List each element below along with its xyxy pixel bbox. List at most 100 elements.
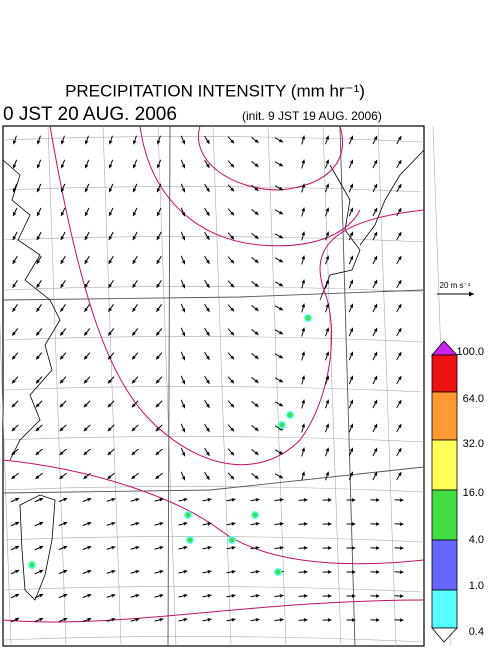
wind-arrow-head <box>230 307 235 312</box>
wind-arrow-head <box>375 546 380 550</box>
wind-arrow-head <box>279 521 284 526</box>
wind-arrow-head <box>230 211 235 216</box>
wind-arrow-head <box>11 427 16 432</box>
wind-arrow-head <box>84 164 89 169</box>
wind-arrow-head <box>132 379 136 384</box>
graticule-major <box>2 289 425 301</box>
graticule <box>2 186 425 193</box>
wind-arrow-head <box>325 135 330 140</box>
wind-arrow-head <box>325 399 330 404</box>
wind-arrow-head <box>278 186 283 191</box>
wind-arrow-head <box>279 545 284 550</box>
wind-arrow-head <box>84 355 88 360</box>
wind-arrow-head <box>207 497 212 502</box>
wind-arrow-head <box>83 403 88 408</box>
wind-arrow-head <box>60 331 64 336</box>
wind-arrow-head <box>325 327 330 332</box>
wind-arrow-head <box>301 327 306 332</box>
graticule <box>2 386 425 393</box>
precip-cell <box>279 422 285 428</box>
wind-arrow-head <box>254 139 259 143</box>
wind-arrow-head <box>135 521 140 526</box>
isobar <box>139 125 361 247</box>
wind-arrow-head <box>207 545 212 550</box>
wind-arrow-head <box>327 570 332 574</box>
wind-arrow-head <box>35 475 40 479</box>
wind-arrow-head <box>230 283 235 288</box>
wind-arrow-head <box>108 212 113 217</box>
wind-arrow-head <box>303 522 308 526</box>
wind-arrow-head <box>325 447 330 452</box>
wind-arrow-head <box>181 140 186 145</box>
wind-arrow-head <box>399 522 404 526</box>
wind-arrow-head <box>351 546 356 550</box>
coastline <box>319 164 361 301</box>
wind-arrow-head <box>108 259 113 264</box>
wind-arrow-head <box>107 427 112 432</box>
wind-arrow-head <box>397 184 402 189</box>
wind-arrow-head <box>254 163 259 167</box>
wind-arrow-head <box>156 140 161 145</box>
wind-arrow-head <box>397 304 402 309</box>
wind-arrow-head <box>60 235 65 240</box>
title: PRECIPITATION INTENSITY (mm hr⁻¹) <box>65 81 365 100</box>
wind-arrow-head <box>349 183 354 188</box>
wind-arrow-head <box>205 475 210 480</box>
wind-arrow-head <box>351 570 356 574</box>
wind-arrow-head <box>84 140 89 145</box>
wind-arrow-head <box>254 211 259 215</box>
wind-arrow-head <box>107 475 112 479</box>
wind-arrow-head <box>131 475 136 479</box>
wind-arrow-head <box>349 159 354 164</box>
wind-arrow-head <box>373 255 378 260</box>
wind-arrow-head <box>254 379 259 383</box>
wind-arrow-head <box>303 570 308 574</box>
wind-arrow-head <box>60 188 65 193</box>
wind-arrow-head <box>36 355 40 360</box>
wind-arrow-head <box>325 279 330 284</box>
wind-arrow-head <box>63 497 68 502</box>
wind-arrow-head <box>279 617 284 622</box>
wind-arrow-head <box>12 283 17 288</box>
wind-arrow-head <box>35 451 40 455</box>
wind-scale-label: 20 m s⁻¹ <box>440 281 471 290</box>
wind-arrow-head <box>230 331 235 336</box>
wind-arrow-head <box>230 139 235 144</box>
wind-arrow-head <box>159 521 164 526</box>
wind-arrow-head <box>397 280 402 285</box>
precip-cell <box>29 562 35 568</box>
wind-arrow-head <box>63 593 68 598</box>
init-time: (init. 9 JST 19 AUG. 2006) <box>242 109 382 123</box>
wind-arrow-head <box>156 212 161 217</box>
wind-arrow-head <box>12 259 17 264</box>
wind-arrow-head <box>205 139 210 144</box>
wind-arrow-head <box>155 475 160 479</box>
wind-arrow-head <box>325 375 330 380</box>
wind-arrow-head <box>278 258 283 263</box>
wind-arrow-head <box>349 423 354 428</box>
wind-arrow-head <box>84 188 89 193</box>
wind-arrow-head <box>60 379 64 384</box>
wind-arrow-head <box>111 617 116 622</box>
wind-arrow-head <box>207 521 212 526</box>
wind-arrow-head <box>155 403 160 408</box>
wind-arrow-head <box>108 188 113 193</box>
wind-arrow-head <box>183 617 188 622</box>
wind-arrow-head <box>39 593 44 598</box>
wind-arrow-head <box>84 331 88 336</box>
wind-arrow-head <box>301 207 306 212</box>
wind-arrow-head <box>111 593 116 598</box>
wind-arrow-head <box>12 140 17 145</box>
wind-arrow-head <box>230 163 235 168</box>
wind-arrow-head <box>181 404 186 409</box>
wind-arrow-head <box>254 403 259 407</box>
wind-arrow-head <box>205 355 210 360</box>
wind-arrow-head <box>375 522 380 526</box>
wind-arrow-head <box>156 283 161 288</box>
wind-arrow-head <box>373 159 378 164</box>
wind-arrow-head <box>373 375 378 380</box>
colorbar-label: 32.0 <box>463 438 484 450</box>
wind-arrow-head <box>156 188 161 193</box>
wind-arrow-head <box>183 521 188 526</box>
wind-arrow-head <box>36 235 41 240</box>
